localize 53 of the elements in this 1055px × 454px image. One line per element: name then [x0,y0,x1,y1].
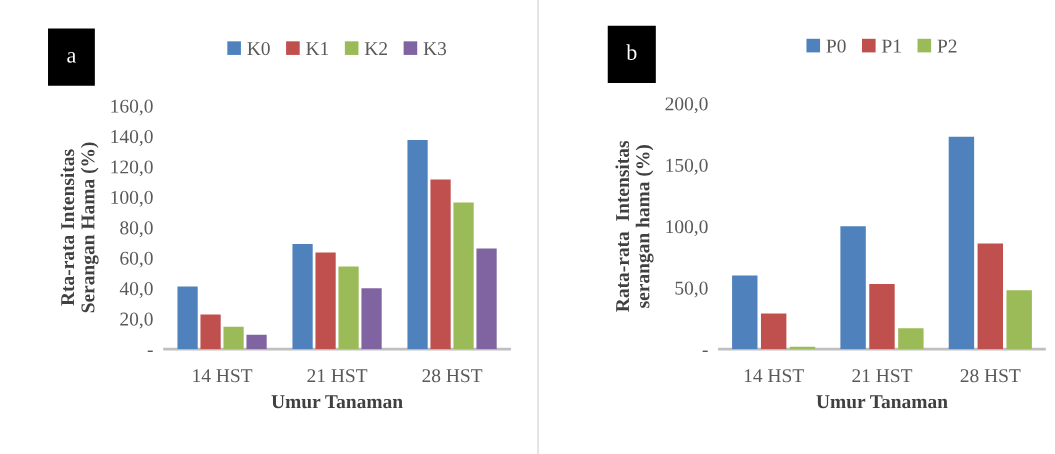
y-tick-label: 80,0 [120,221,153,238]
bar [732,275,758,350]
bar [361,288,382,350]
y-axis-title: Rta-rata Intensitas Serangan Hama (%) [60,142,99,313]
y-tick-label: - [702,350,708,353]
bar [200,314,221,350]
x-tick-label: 14 HST [193,369,253,383]
legend-label: K2 [364,42,387,55]
bar [1006,290,1032,350]
y-tick-label: 160,0 [111,99,153,116]
x-axis-title: Umur Tanaman [271,395,403,409]
y-tick-label: 40,0 [119,282,153,299]
y-tick-label: 100,0 [111,190,153,207]
bar [453,202,474,350]
legend-label: P1 [881,39,901,53]
bar [177,286,198,350]
legend-label: P2 [937,39,957,53]
bar [898,328,924,350]
x-tick-label: 28 HST [422,369,483,383]
y-tick-label: 200,0 [665,97,708,114]
legend-label: K3 [423,42,447,56]
x-tick-label: 21 HST [852,369,913,383]
text: b [626,44,637,60]
bar [948,136,975,350]
y-tick-label: 20,0 [120,312,153,329]
y-tick-label: - [147,350,153,353]
legend-label: K0 [247,42,270,56]
bar [315,252,336,350]
y-tick-label: 50,0 [675,281,708,298]
bar [869,284,895,350]
text: a [67,52,77,63]
x-tick-label: 28 HST [960,369,1021,383]
y-tick-label: 60,0 [120,251,153,268]
y-tick-label: 120,0 [111,160,153,177]
y-tick-label: 140,0 [111,130,153,146]
bar [977,243,1003,350]
bar [430,179,451,350]
bar [223,326,244,350]
bar [476,248,497,350]
bar [246,334,267,350]
x-tick-label: 14 HST [744,369,804,383]
bar [840,226,866,350]
y-tick-label: 100,0 [666,220,708,237]
legend-label: K1 [306,42,329,55]
x-tick-label: 21 HST [307,369,368,383]
bar [760,313,787,350]
y-axis-title: Rata-rata Intensitas serangan hama (%) [615,140,654,312]
y-tick-label: 150,0 [666,158,708,175]
bar [338,266,359,350]
bar [292,244,313,350]
bar [407,140,428,350]
x-axis-title: Umur Tanaman [816,395,948,409]
legend-label: P0 [826,39,846,53]
